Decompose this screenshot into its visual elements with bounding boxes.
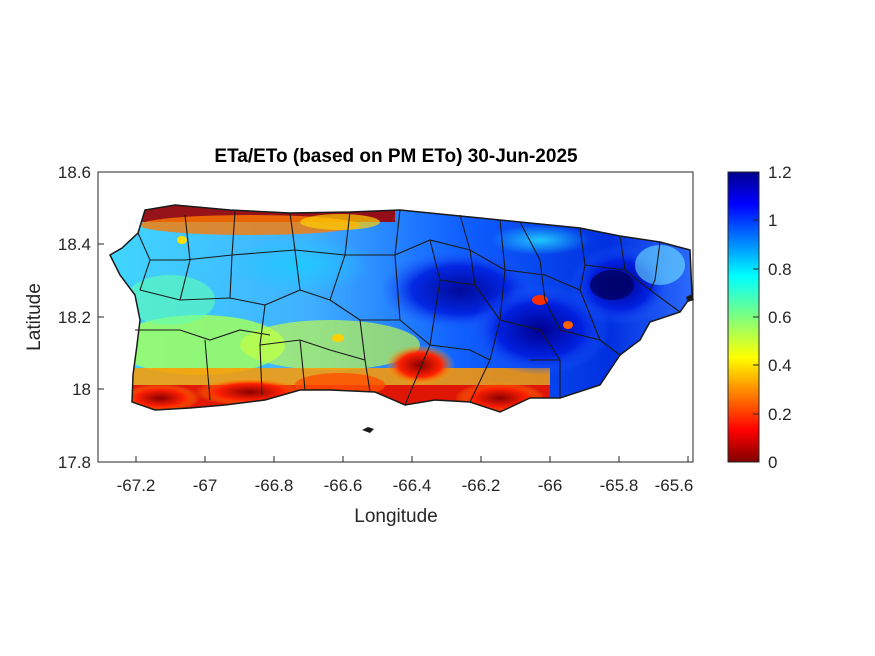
x-tick-label: -66.2: [462, 476, 501, 495]
y-axis-label: Latitude: [24, 283, 45, 351]
colorbar-tick-label: 1.2: [768, 163, 792, 182]
chart-title: ETa/ETo (based on PM ETo) 30-Jun-2025: [214, 146, 578, 167]
colorbar-tick-label: 0.2: [768, 405, 792, 424]
colorbar-tick-label: 0.4: [768, 356, 792, 375]
x-tick-label: -66.6: [324, 476, 363, 495]
x-tick-label: -67.2: [117, 476, 156, 495]
colorbar-tick-labels: 0 0.2 0.4 0.6 0.8 1 1.2: [768, 163, 792, 472]
y-tick-label: 18: [72, 380, 91, 399]
y-tick-label: 18.6: [58, 163, 91, 182]
colorbar-tick-label: 0.8: [768, 260, 792, 279]
x-tick-label: -67: [193, 476, 218, 495]
x-tick-label: -65.8: [600, 476, 639, 495]
x-axis: [135, 456, 689, 462]
x-tick-label: -66.4: [393, 476, 432, 495]
x-tick-labels: -67.2 -67 -66.8 -66.6 -66.4 -66.2 -66 -6…: [117, 476, 694, 495]
x-tick-label: -66.8: [255, 476, 294, 495]
colorbar-tick-label: 0: [768, 453, 777, 472]
offshore-islet: [362, 427, 374, 433]
y-tick-label: 18.4: [58, 235, 91, 254]
y-tick-label: 17.8: [58, 453, 91, 472]
colorbar-tick-label: 1: [768, 211, 777, 230]
municipality-borders: [109, 204, 693, 413]
colorbar-tick-label: 0.6: [768, 308, 792, 327]
offshore-islet-east: [686, 294, 694, 302]
x-axis-label: Longitude: [354, 506, 437, 527]
x-tick-label: -66: [538, 476, 563, 495]
y-tick-labels: 17.8 18 18.2 18.4 18.6: [58, 163, 91, 472]
y-axis: [98, 171, 104, 463]
x-tick-label: -65.6: [655, 476, 694, 495]
y-tick-label: 18.2: [58, 308, 91, 327]
colorbar-ticks: [753, 171, 759, 463]
